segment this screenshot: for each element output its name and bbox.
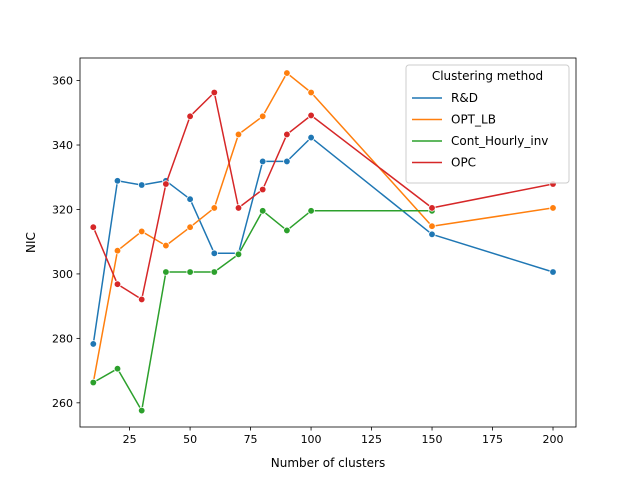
series-layer bbox=[89, 69, 557, 415]
data-point-cont-hourly-inv bbox=[138, 406, 146, 415]
x-tick-label: 200 bbox=[543, 433, 564, 446]
data-point-r-d bbox=[186, 195, 194, 203]
data-point-cont-hourly-inv bbox=[259, 207, 267, 215]
data-point-opt-lb bbox=[428, 222, 436, 230]
data-point-cont-hourly-inv bbox=[234, 250, 243, 258]
x-tick-label: 75 bbox=[244, 433, 258, 446]
data-point-cont-hourly-inv bbox=[210, 268, 218, 276]
data-point-opt-lb bbox=[138, 227, 146, 236]
y-tick-label: 320 bbox=[52, 203, 73, 216]
data-point-opt-lb bbox=[113, 247, 122, 255]
data-point-r-d bbox=[283, 157, 291, 166]
data-point-cont-hourly-inv bbox=[89, 378, 97, 387]
y-tick-label: 300 bbox=[52, 268, 73, 281]
plot-frame bbox=[79, 57, 577, 428]
data-point-opc bbox=[113, 280, 122, 288]
data-point-r-d bbox=[138, 181, 146, 189]
data-point-opc bbox=[138, 295, 146, 304]
data-point-opc bbox=[162, 180, 170, 188]
series-line-opt-lb bbox=[92, 72, 554, 383]
data-point-opc bbox=[428, 204, 436, 212]
legend: Clustering method R&D OPT_LB Cont_Hourly_i… bbox=[405, 64, 570, 184]
x-tick-label: 175 bbox=[482, 433, 503, 446]
data-point-opc bbox=[307, 111, 315, 120]
data-point-r-d bbox=[549, 268, 557, 276]
data-point-opc bbox=[283, 130, 291, 139]
data-point-opt-lb bbox=[162, 241, 170, 250]
data-point-cont-hourly-inv bbox=[162, 268, 170, 276]
data-point-cont-hourly-inv bbox=[307, 207, 315, 215]
x-tick-label: 25 bbox=[123, 433, 137, 446]
y-tick-label: 360 bbox=[52, 75, 73, 88]
data-point-opc bbox=[234, 204, 243, 212]
data-point-r-d bbox=[210, 249, 218, 257]
y-tick-label: 260 bbox=[52, 397, 73, 410]
y-axis: 260 280 300 320 340 360 bbox=[52, 75, 80, 410]
data-point-r-d bbox=[307, 133, 315, 142]
y-tick-label: 280 bbox=[52, 332, 73, 345]
legend-label-r-d: R&D bbox=[451, 91, 478, 105]
legend-title: Clustering method bbox=[432, 69, 543, 83]
x-tick-label: 150 bbox=[422, 433, 443, 446]
data-point-r-d bbox=[89, 340, 97, 348]
data-point-cont-hourly-inv bbox=[186, 268, 194, 276]
legend-label-opt-lb: OPT_LB bbox=[451, 113, 496, 127]
data-point-opc bbox=[89, 223, 97, 231]
data-point-opt-lb bbox=[283, 69, 291, 77]
data-point-cont-hourly-inv bbox=[113, 365, 122, 373]
x-axis-label: Number of clusters bbox=[271, 456, 385, 470]
legend-label-cont-hourly-inv: Cont_Hourly_inv bbox=[451, 134, 548, 148]
data-point-opc bbox=[259, 185, 267, 194]
legend-items: R&D OPT_LB Cont_Hourly_inv OPC bbox=[412, 91, 548, 170]
x-tick-label: 100 bbox=[301, 433, 322, 446]
series-line-r-d bbox=[92, 136, 554, 345]
data-point-opt-lb bbox=[186, 223, 194, 231]
data-point-opt-lb bbox=[234, 130, 243, 139]
legend-box bbox=[405, 64, 570, 184]
data-point-opt-lb bbox=[307, 88, 315, 97]
y-tick-label: 340 bbox=[52, 139, 73, 152]
data-point-r-d bbox=[428, 230, 436, 238]
legend-label-opc: OPC bbox=[451, 156, 476, 170]
data-point-opt-lb bbox=[259, 112, 267, 120]
data-point-opc bbox=[186, 112, 194, 120]
y-axis-label: NIC bbox=[24, 232, 38, 253]
data-point-opt-lb bbox=[210, 204, 218, 212]
data-point-r-d bbox=[259, 157, 267, 166]
series-line-opc bbox=[92, 91, 554, 301]
data-point-r-d bbox=[113, 177, 122, 185]
data-point-opt-lb bbox=[549, 204, 557, 212]
data-point-cont-hourly-inv bbox=[283, 226, 291, 235]
data-point-opc bbox=[210, 88, 218, 97]
x-tick-label: 125 bbox=[361, 433, 382, 446]
x-tick-label: 50 bbox=[183, 433, 197, 446]
x-axis: 25 50 75 100 125 150 175 200 bbox=[123, 427, 564, 446]
